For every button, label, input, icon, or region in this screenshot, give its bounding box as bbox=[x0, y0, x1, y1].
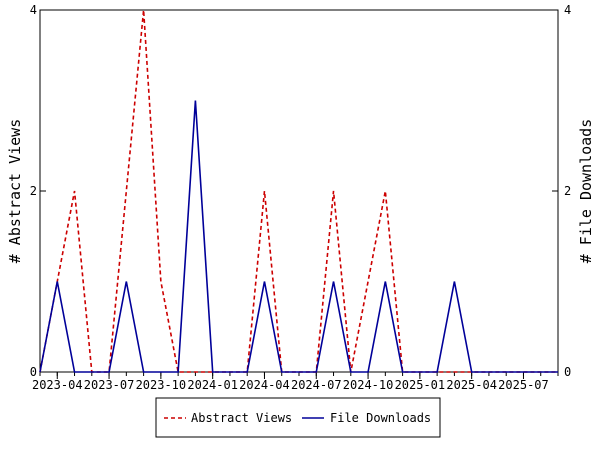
y-left-tick-label: 0 bbox=[30, 365, 37, 379]
legend-label-file-downloads: File Downloads bbox=[330, 411, 431, 425]
y-left-tick-label: 2 bbox=[30, 184, 37, 198]
series-layer bbox=[39, 9, 558, 373]
legend-label-abstract-views: Abstract Views bbox=[191, 411, 292, 425]
x-tick-label: 2023-07 bbox=[84, 378, 135, 392]
y-right-tick-label: 2 bbox=[564, 184, 571, 198]
x-tick-label: 2023-10 bbox=[136, 378, 187, 392]
series-line-file-downloads bbox=[39, 100, 558, 373]
y-right-axis-title: # File Downloads bbox=[577, 119, 595, 264]
y-left-tick-label: 4 bbox=[30, 3, 37, 17]
x-tick-label: 2025-01 bbox=[395, 378, 446, 392]
y-right-tick-label: 4 bbox=[564, 3, 571, 17]
x-tick-label: 2023-04 bbox=[32, 378, 83, 392]
y-left-axis-title: # Abstract Views bbox=[6, 119, 24, 264]
y-right-tick-label: 0 bbox=[564, 365, 571, 379]
x-tick-label: 2024-10 bbox=[343, 378, 394, 392]
plot-area bbox=[39, 9, 559, 373]
x-tick-label: 2025-04 bbox=[446, 378, 497, 392]
x-tick-label: 2024-07 bbox=[291, 378, 342, 392]
x-tick-labels: 2023-04 2023-07 2023-10 2024-01 2024-04 2024-… bbox=[32, 378, 549, 392]
legend-box bbox=[155, 397, 441, 438]
x-tick-label: 2024-04 bbox=[239, 378, 290, 392]
x-tick-label: 2024-01 bbox=[187, 378, 238, 392]
x-tick-label: 2025-07 bbox=[498, 378, 549, 392]
legend: Abstract Views File Downloads bbox=[155, 397, 441, 438]
y-tick-labels: 0 2 4 0 2 4 bbox=[30, 3, 571, 379]
